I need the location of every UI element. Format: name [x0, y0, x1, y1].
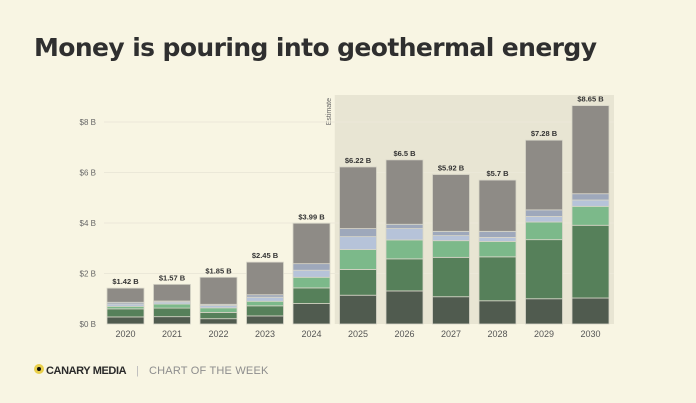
bar-segment — [385, 290, 424, 325]
footer-label: CHART OF THE WEEK — [149, 365, 269, 377]
bar-segment — [292, 303, 331, 325]
data-label: $5.92 B — [438, 164, 465, 173]
bar-segment — [199, 307, 238, 313]
bar-segment — [246, 315, 284, 325]
bar-segment — [292, 269, 331, 278]
bar-segment — [432, 296, 470, 325]
bar-segment — [478, 256, 517, 302]
bar-segment — [432, 240, 470, 258]
y-tick-label: $0 B — [80, 320, 96, 329]
bar-segment — [246, 296, 284, 302]
bar-segment — [525, 239, 563, 300]
x-tick-label: 2029 — [534, 329, 554, 339]
bar-segment — [432, 256, 470, 298]
y-tick-label: $6 B — [80, 169, 96, 178]
estimate-label: Estimate — [326, 98, 333, 125]
bar-segment — [571, 297, 610, 325]
data-label: $3.99 B — [298, 212, 325, 221]
y-tick-label: $8 B — [80, 118, 96, 127]
brand-name: CANARY MEDIA — [46, 365, 127, 377]
bar-segment — [199, 311, 238, 320]
bar-segment — [571, 205, 610, 226]
data-label: $1.57 B — [159, 273, 186, 282]
x-tick-label: 2020 — [115, 329, 135, 339]
x-tick-label: 2025 — [348, 329, 368, 339]
bar-segment — [106, 316, 145, 325]
data-label: $8.65 B — [577, 95, 604, 104]
bar-segment — [199, 318, 238, 325]
bar-segment — [478, 179, 517, 232]
bar-segment — [153, 283, 191, 302]
bar-segment — [339, 236, 377, 250]
data-label: $2.45 B — [252, 251, 279, 260]
bar-segment — [385, 159, 424, 225]
bar-segment — [432, 174, 470, 232]
x-tick-label: 2021 — [162, 329, 182, 339]
bar-segment — [339, 294, 377, 325]
bar-segment — [478, 300, 517, 325]
bar-segment — [246, 305, 284, 317]
bar-segment — [432, 230, 470, 237]
bar-segment — [292, 287, 331, 304]
bar-segment — [339, 166, 377, 229]
bar-segment — [199, 276, 238, 305]
bar-segment — [385, 239, 424, 260]
bar-segment — [478, 241, 517, 258]
bar-segment — [571, 199, 610, 207]
bar-segment — [246, 300, 284, 307]
x-tick-label: 2024 — [301, 329, 321, 339]
bar-segment — [246, 261, 284, 296]
data-label: $6.5 B — [393, 149, 416, 158]
bar-segment — [292, 222, 331, 265]
bar-segment — [525, 216, 563, 223]
bar-segment — [339, 249, 377, 270]
footer: CANARY MEDIA | CHART OF THE WEEK — [34, 364, 269, 377]
y-tick-label: $2 B — [80, 270, 96, 279]
data-label: $5.7 B — [486, 169, 509, 178]
bar-segment — [525, 221, 563, 241]
bar-segment — [478, 236, 517, 242]
bar-segment — [571, 193, 610, 201]
bar-segment — [385, 223, 424, 229]
bar-segment — [106, 287, 145, 303]
bar-segment — [339, 228, 377, 238]
bar-segment — [292, 263, 331, 271]
bar-segment — [339, 269, 377, 296]
bar-segment — [385, 228, 424, 241]
chart-title: Money is pouring into geothermal energy — [34, 33, 597, 62]
data-label: $7.28 B — [531, 129, 558, 138]
estimate-region — [334, 95, 614, 324]
bar-segment — [153, 307, 191, 318]
bar-segment — [153, 316, 191, 325]
bar-segment — [106, 308, 145, 318]
bar-segment — [525, 139, 563, 211]
bar-segment — [571, 224, 610, 299]
x-tick-label: 2023 — [255, 329, 275, 339]
y-tick-label: $4 B — [80, 219, 96, 228]
bar-segment — [478, 230, 517, 238]
bar-segment — [292, 276, 331, 289]
bar-segment — [432, 235, 470, 242]
bar-segment — [525, 209, 563, 217]
bar-segment — [385, 258, 424, 292]
data-label: $1.85 B — [205, 266, 232, 275]
bar-segment — [525, 298, 563, 325]
bar-segment — [153, 303, 191, 309]
x-tick-label: 2028 — [487, 329, 507, 339]
bar-segment — [571, 105, 610, 195]
x-tick-label: 2022 — [208, 329, 228, 339]
x-tick-label: 2030 — [580, 329, 600, 339]
x-tick-label: 2026 — [394, 329, 414, 339]
data-label: $1.42 B — [112, 277, 139, 286]
x-tick-label: 2027 — [441, 329, 461, 339]
canary-dot-icon — [34, 364, 44, 374]
footer-divider: | — [136, 365, 140, 377]
data-label: $6.22 B — [345, 156, 372, 165]
